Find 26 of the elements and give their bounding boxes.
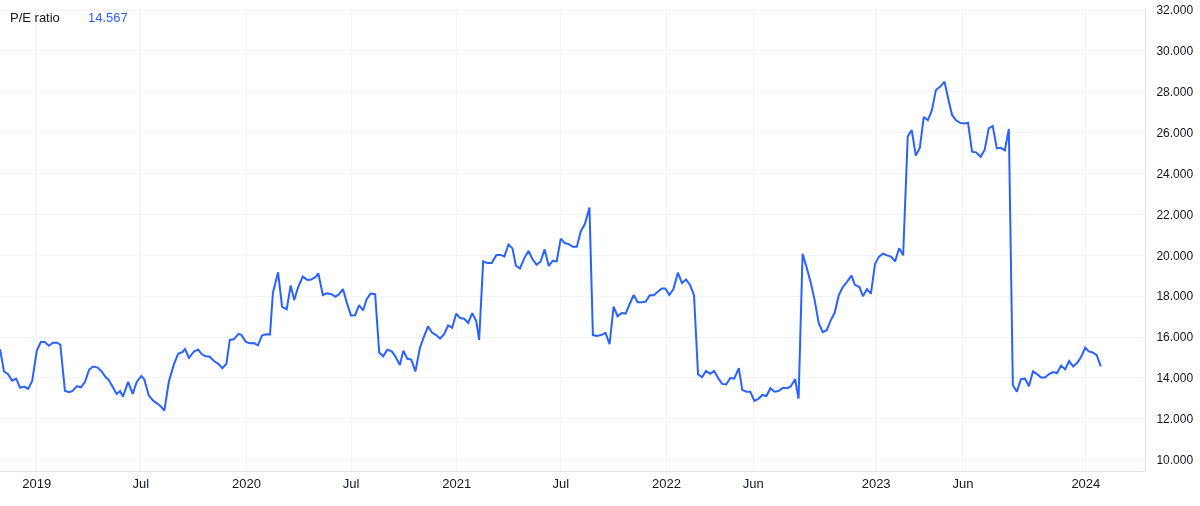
y-tick-label: 18.000 [1156, 289, 1194, 304]
x-tick-label: 2021 [442, 475, 472, 491]
y-tick-label: 26.000 [1156, 125, 1194, 140]
x-tick-label: 2024 [1071, 475, 1101, 491]
y-tick-label: 24.000 [1156, 166, 1194, 181]
x-tick-label: Jul [132, 475, 150, 491]
y-tick-label: 28.000 [1156, 85, 1194, 100]
x-tick-label: Jun [952, 475, 974, 491]
y-tick-label: 32.000 [1156, 3, 1194, 18]
y-tick-label: 20.000 [1156, 248, 1194, 263]
x-tick-label: Jun [742, 475, 764, 491]
x-tick-label: 2022 [651, 475, 681, 491]
y-tick-label: 14.000 [1156, 371, 1194, 386]
x-tick-label: 2023 [861, 475, 891, 491]
x-tick-label: Jul [552, 475, 570, 491]
x-tick-label: 2019 [22, 475, 52, 491]
y-tick-label: 22.000 [1156, 207, 1194, 222]
line-series [0, 80, 1102, 412]
y-tick-label: 10.000 [1156, 452, 1194, 467]
x-tick-label: Jul [342, 475, 360, 491]
y-tick-label: 30.000 [1156, 44, 1194, 59]
x-tick-label: 2020 [232, 475, 261, 491]
y-tick-label: 16.000 [1156, 330, 1194, 345]
annotation: 14.567 [88, 10, 128, 25]
chart-title: P/E ratio [10, 9, 60, 25]
y-tick-label: 12.000 [1156, 412, 1194, 427]
